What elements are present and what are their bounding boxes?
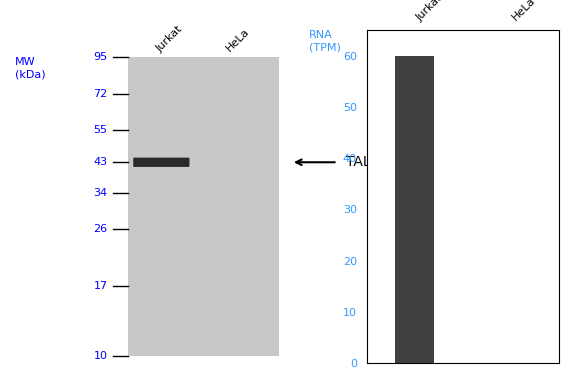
- Bar: [396, 56, 434, 363]
- Text: 72: 72: [94, 89, 108, 99]
- Text: RNA
(TPM): RNA (TPM): [309, 30, 341, 53]
- Text: HeLa: HeLa: [224, 26, 251, 54]
- Text: Jurkat: Jurkat: [154, 23, 184, 54]
- Text: 26: 26: [94, 224, 108, 234]
- Text: MW
(kDa): MW (kDa): [15, 57, 45, 79]
- Text: TAL1: TAL1: [346, 155, 380, 169]
- Text: 95: 95: [94, 52, 108, 62]
- Text: 43: 43: [94, 157, 108, 167]
- FancyBboxPatch shape: [133, 158, 190, 167]
- Text: 34: 34: [94, 189, 108, 198]
- Text: 17: 17: [94, 280, 108, 291]
- Text: 10: 10: [94, 351, 108, 361]
- Text: 55: 55: [94, 124, 108, 135]
